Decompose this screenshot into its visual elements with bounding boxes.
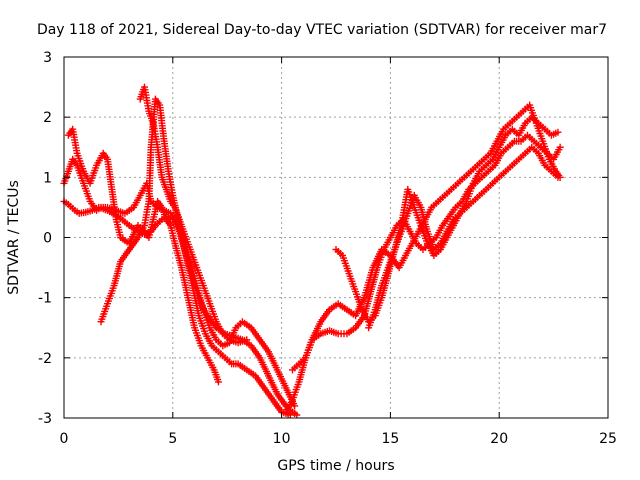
x-tick-label: 15 <box>381 431 399 447</box>
y-axis-label: SDTVAR / TECUs <box>6 180 22 295</box>
data-point <box>554 128 562 136</box>
data-point <box>243 336 251 344</box>
y-tick-label: 0 <box>43 231 52 247</box>
series-arc-i <box>365 143 562 332</box>
series-arc-e <box>136 83 251 347</box>
data-point <box>286 411 294 419</box>
series-arc-b <box>60 155 299 410</box>
y-tick-label: 1 <box>43 170 52 186</box>
data-point <box>554 173 562 181</box>
y-tick-label: -3 <box>38 411 52 427</box>
series-line <box>67 128 220 383</box>
series-arc-c <box>64 125 222 386</box>
x-tick-label: 20 <box>490 431 508 447</box>
x-axis-label: GPS time / hours <box>277 458 394 474</box>
axis-ticks: 0 5 10 15 20 25 -3 -2 -1 0 1 2 3 <box>38 50 617 447</box>
data-point <box>293 411 301 419</box>
series-arc-g <box>289 101 564 374</box>
y-tick-label: -2 <box>38 351 52 367</box>
y-tick-label: 3 <box>43 50 52 66</box>
grid <box>64 57 608 418</box>
x-tick-label: 25 <box>599 431 617 447</box>
y-tick-label: -1 <box>38 291 52 307</box>
x-tick-label: 0 <box>60 431 69 447</box>
series-line <box>63 158 296 407</box>
series-line <box>285 134 561 413</box>
chart-title: Day 118 of 2021, Sidereal Day-to-day VTE… <box>37 22 607 38</box>
data-point <box>291 402 299 410</box>
x-tick-label: 5 <box>168 431 177 447</box>
data-series <box>60 83 564 419</box>
data-point <box>556 143 564 151</box>
y-tick-label: 2 <box>43 110 52 126</box>
series-arc-f <box>282 131 564 416</box>
data-point <box>214 378 222 386</box>
x-tick-label: 10 <box>273 431 291 447</box>
